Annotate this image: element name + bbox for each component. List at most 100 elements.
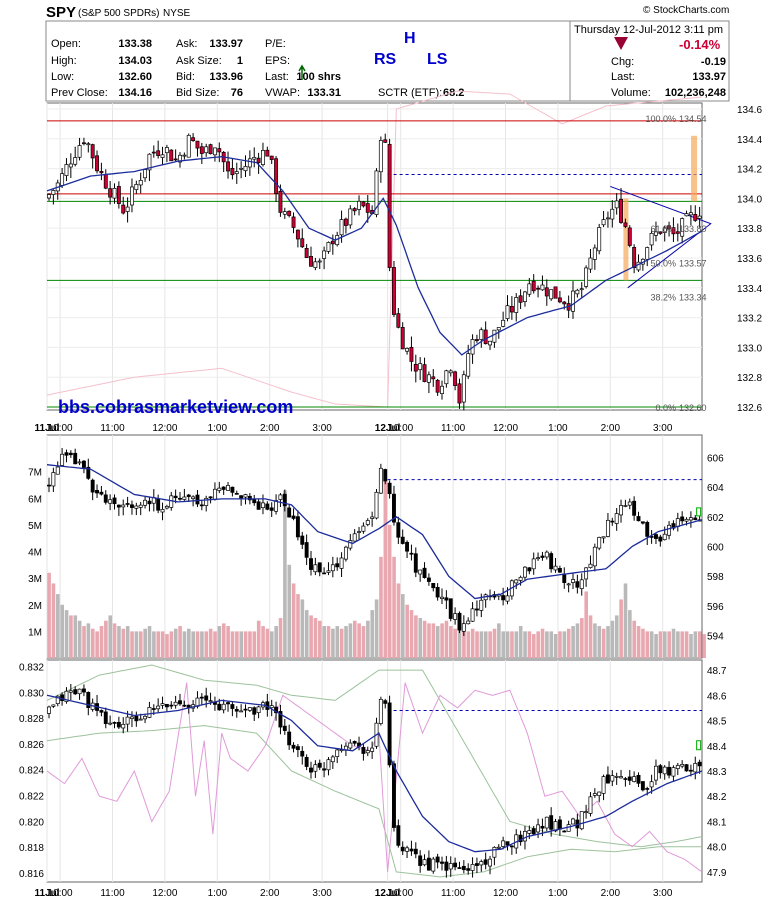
volume-bar [256, 620, 261, 658]
y-tick-label-left: 0.818 [19, 843, 44, 854]
candle-body [466, 868, 471, 871]
candle-body [239, 710, 244, 713]
volume-bar [663, 631, 667, 658]
volume-bar [593, 623, 597, 658]
candle-body [365, 520, 370, 525]
volume-bar [217, 626, 222, 658]
y-tick-label: 596 [707, 602, 724, 613]
y-tick-label: 48.2 [707, 792, 727, 803]
candle-body [640, 781, 645, 791]
candle-body [173, 701, 178, 706]
x-tick-label: 10:00 [48, 888, 73, 899]
candle-body [619, 198, 623, 223]
up-arrow-icon [298, 64, 306, 80]
volume-bar [405, 604, 409, 658]
volume-bar [440, 623, 444, 658]
volume-bar [265, 628, 270, 658]
candle-body [256, 706, 261, 713]
candle-body [330, 240, 335, 245]
volume-bar [160, 631, 165, 658]
volume-bar [584, 591, 588, 658]
candle-body [540, 284, 545, 291]
candle-body [343, 218, 348, 226]
fib-pct: 100.0% [645, 114, 676, 124]
x-tick-label: 11:00 [441, 423, 466, 434]
candle-body [557, 567, 562, 573]
candle-body [614, 200, 619, 209]
candle-body [208, 700, 213, 702]
annotation-rs: RS [374, 51, 397, 68]
field-value: 132.60 [118, 71, 152, 83]
annotation-ls: LS [427, 51, 448, 68]
x-tick-label: 1:00 [208, 888, 228, 899]
candle-body [588, 796, 593, 814]
candle-body [649, 781, 654, 788]
volume-bar [566, 628, 571, 658]
candle-body [549, 815, 554, 830]
header: SPY (S&P 500 SPDRs) NYSE © StockCharts.c… [45, 4, 730, 102]
candle-body [186, 134, 191, 158]
fib-value: 133.57 [679, 258, 707, 268]
header-box [45, 20, 730, 102]
y-tick-label: 133.6 [737, 254, 762, 265]
candle-body [243, 708, 248, 711]
volume-bar [104, 620, 108, 658]
candle-body [352, 741, 357, 744]
candle-body [300, 750, 305, 757]
volume-bar [178, 626, 182, 658]
x-tick-label: 11:00 [100, 423, 125, 434]
x-tick-label: 2:00 [260, 423, 280, 434]
volume-bar [261, 626, 265, 658]
candle-body [378, 467, 383, 494]
candle-body [448, 370, 453, 374]
candle-body [90, 479, 95, 493]
candle-body [474, 608, 479, 611]
candle-body [400, 846, 405, 852]
ratio-line [46, 682, 703, 873]
candle-body [326, 242, 331, 252]
moving-average-line [46, 464, 703, 600]
candle-body [675, 765, 680, 769]
y-tick-label: 133.4 [737, 284, 762, 295]
candle-body [243, 166, 248, 172]
volume-bar [125, 626, 130, 658]
candle-body [688, 212, 693, 216]
y-tick-label-left: 0.822 [19, 792, 44, 803]
candle-body [108, 722, 113, 725]
field-label: Last: [265, 71, 289, 83]
x-tick-label: 2:00 [260, 888, 280, 899]
volume-bar [173, 628, 178, 658]
candle-body [173, 158, 178, 161]
candle-body [614, 776, 619, 778]
fib-level: 50.0% 133.57 [650, 258, 706, 268]
candle-body [130, 716, 134, 719]
down-arrow-icon [614, 37, 628, 50]
candle-body [601, 776, 606, 794]
fib-pct: 0.0% [655, 403, 676, 413]
candle-body [317, 260, 322, 263]
candle-body [684, 518, 689, 522]
field-label: Volume: [611, 87, 651, 99]
candle-body [226, 161, 230, 172]
candle-body [675, 518, 680, 527]
fib-pct: 61.8% [650, 224, 676, 234]
y-tick-label: 48.3 [707, 767, 727, 778]
volume-bar [239, 631, 244, 658]
candle-body [527, 283, 532, 295]
field-label: Bid: [176, 71, 195, 83]
candle-body [374, 491, 379, 519]
y-tick-label: 602 [707, 513, 724, 524]
candle-body [614, 513, 619, 524]
candle-body [73, 689, 78, 695]
candle-body [645, 522, 650, 537]
volume-tick-label: 6M [28, 494, 42, 505]
candle-body [479, 599, 484, 611]
candle-body [95, 155, 99, 172]
volume-bar [226, 626, 230, 658]
candle-body [47, 484, 51, 487]
candle-body [77, 145, 82, 158]
volume-bar [139, 631, 143, 658]
candle-body [191, 137, 196, 141]
candle-body [234, 492, 239, 495]
candle-body [479, 329, 484, 340]
